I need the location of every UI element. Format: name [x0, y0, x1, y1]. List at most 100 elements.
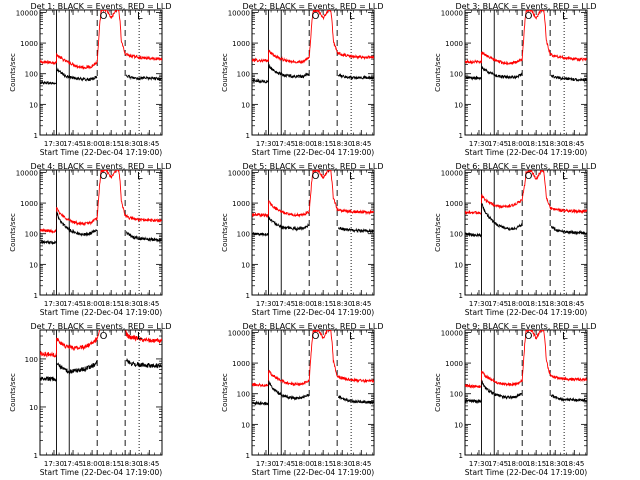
x-tick-label: 17:30 [256, 300, 276, 308]
events-series-line [465, 379, 587, 404]
x-tick-label: 18:00 [82, 300, 102, 308]
x-axis-label: Start Time (22-Dec-04 17:19:00) [465, 468, 587, 477]
lld-series-line [252, 10, 374, 65]
x-tick-label: 18:15 [313, 140, 333, 148]
x-tick-label: 18:45 [564, 300, 584, 308]
marker-letter: L [349, 331, 355, 342]
y-axis-label: Counts/sec [221, 373, 229, 412]
detector-panel: 1 10 100 1000 10000 17:3017:4518:0018:1518:30… [434, 2, 596, 157]
y-tick-label: 100 [237, 71, 250, 79]
y-tick-label: 1 [246, 452, 250, 460]
x-tick-label: 18:30 [545, 300, 565, 308]
y-tick-label: 1000 [232, 360, 250, 368]
panel-title: Det 9: BLACK = Events, RED = LLD [456, 322, 597, 331]
x-tick-label: 18:00 [507, 140, 527, 148]
lld-series-line [252, 330, 374, 388]
x-tick-label: 17:45 [488, 140, 508, 148]
lld-series-line [252, 170, 374, 219]
x-tick-label: 18:15 [526, 140, 546, 148]
x-axis-label: Start Time (22-Dec-04 17:19:00) [465, 308, 587, 317]
x-axis-label: Start Time (22-Dec-04 17:19:00) [40, 308, 162, 317]
y-tick-label: 10 [29, 261, 38, 269]
marker-letter: L [562, 331, 568, 342]
x-tick-label: 18:30 [120, 300, 140, 308]
y-tick-label: 10000 [441, 329, 463, 337]
y-tick-label: 100 [237, 391, 250, 399]
detector-panel: 1 10 100 1000 10000 17:3017:4518:0018:1518:30… [9, 2, 171, 157]
plot-frame [464, 329, 588, 456]
y-tick-label: 1 [459, 292, 463, 300]
panel-title: Det 1: BLACK = Events, RED = LLD [31, 2, 172, 11]
x-tick-label: 18:15 [313, 460, 333, 468]
marker-letter: O [525, 171, 533, 182]
x-tick-label: 18:45 [351, 460, 371, 468]
y-tick-label: 10 [29, 101, 38, 109]
x-tick-label: 18:00 [82, 460, 102, 468]
y-axis-label: Counts/sec [9, 53, 17, 92]
x-tick-label: 18:45 [139, 460, 159, 468]
x-tick-label: 18:45 [139, 300, 159, 308]
marker-letter: L [562, 171, 568, 182]
y-axis-label: Counts/sec [221, 213, 229, 252]
y-tick-label: 1 [34, 132, 38, 140]
x-tick-label: 18:30 [120, 140, 140, 148]
x-tick-label: 17:30 [256, 460, 276, 468]
y-tick-label: 1000 [232, 200, 250, 208]
panel-title: Det 8: BLACK = Events, RED = LLD [243, 322, 384, 331]
x-tick-label: 17:45 [488, 460, 508, 468]
events-series-line [465, 65, 587, 83]
x-tick-label: 17:45 [275, 300, 295, 308]
y-tick-label: 10000 [16, 169, 38, 177]
detector-panel: 1 10 100 1000 10000 17:3017:4518:0018:1518:30… [434, 162, 596, 317]
lld-series-line [40, 170, 162, 234]
y-tick-label: 1 [34, 292, 38, 300]
x-tick-label: 18:15 [101, 460, 121, 468]
x-tick-label: 18:00 [507, 460, 527, 468]
y-tick-label: 1 [34, 452, 38, 460]
x-tick-label: 18:30 [545, 140, 565, 148]
detector-panel: 1 10 100 1000 10000 17:3017:4518:0018:1518:30… [221, 2, 383, 157]
x-tick-label: 17:45 [63, 300, 83, 308]
plot-frame [464, 9, 588, 136]
panel-title: Det 7: BLACK = Events, RED = LLD [31, 322, 172, 331]
y-tick-label: 10 [241, 421, 250, 429]
detector-panel: 1 10 100 1000 10000 17:3017:4518:0018:1518:30… [9, 162, 171, 317]
x-tick-label: 17:45 [63, 140, 83, 148]
detector-panel: 1 10 100 1000 10000 17:3017:4518:0018:1518:30… [221, 322, 383, 477]
x-tick-label: 17:30 [44, 140, 64, 148]
panel-title: Det 2: BLACK = Events, RED = LLD [243, 2, 384, 11]
x-tick-label: 18:30 [332, 300, 352, 308]
plot-frame [251, 9, 375, 136]
y-tick-label: 10000 [228, 169, 250, 177]
y-tick-label: 10000 [441, 169, 463, 177]
marker-letter: L [349, 11, 355, 22]
y-tick-label: 10 [241, 101, 250, 109]
y-tick-label: 1000 [232, 40, 250, 48]
events-series-line [40, 211, 162, 245]
x-tick-label: 18:00 [82, 140, 102, 148]
x-axis-label: Start Time (22-Dec-04 17:19:00) [40, 468, 162, 477]
lld-series-line [465, 10, 587, 66]
y-tick-label: 100 [25, 231, 38, 239]
x-tick-label: 17:30 [256, 140, 276, 148]
x-tick-label: 18:45 [351, 140, 371, 148]
marker-letter: O [100, 11, 108, 22]
y-tick-label: 10000 [441, 9, 463, 17]
y-tick-label: 100 [25, 356, 38, 364]
marker-letter: O [312, 331, 320, 342]
x-tick-label: 18:15 [313, 300, 333, 308]
plot-frame [39, 9, 163, 136]
y-axis-label: Counts/sec [9, 373, 17, 412]
events-series-line [252, 380, 374, 407]
x-tick-label: 18:30 [332, 460, 352, 468]
x-tick-label: 18:15 [101, 300, 121, 308]
marker-letter: O [312, 11, 320, 22]
x-tick-label: 17:30 [469, 460, 489, 468]
y-tick-label: 10000 [228, 329, 250, 337]
marker-letter: L [137, 11, 143, 22]
x-tick-label: 17:30 [469, 140, 489, 148]
x-tick-label: 18:30 [332, 140, 352, 148]
x-tick-label: 18:15 [526, 460, 546, 468]
